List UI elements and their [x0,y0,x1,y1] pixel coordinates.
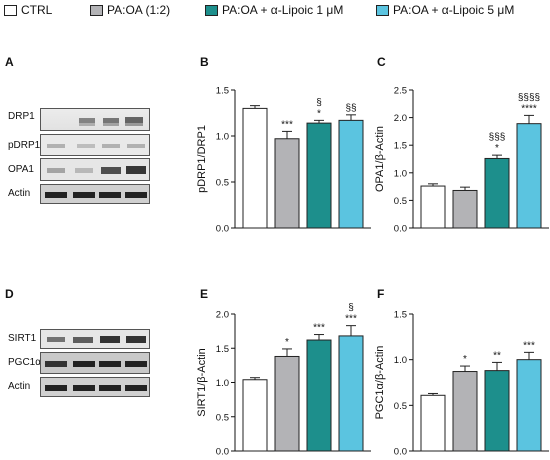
legend: CTRL PA:OA (1:2) PA:OA + α-Lipoic 1 μM P… [0,0,550,24]
bar-f-4 [516,359,542,452]
blot-image-pdrp1 [40,134,150,156]
blot-image-pgc1a [40,352,150,374]
panel-letter-b: B [200,55,209,69]
blot-image-actin-bottom [40,377,150,397]
bar-c-4 [516,123,542,229]
bar-c-3 [484,157,510,229]
significance-label-c-3: §§§ [489,132,506,143]
significance-label-e-3: *** [313,323,325,334]
y-axis-label-b: pDRP1/DRP1 [196,125,208,193]
bar-c-1 [420,185,446,229]
legend-swatch-lipoic-1 [205,4,218,16]
legend-label-lipoic-5: PA:OA + α-Lipoic 5 μM [393,3,515,17]
blot-image-actin-top [40,184,150,204]
blot-image-opa1 [40,158,150,181]
y-tick-label-c: 1.0 [394,168,407,179]
y-axis-label-c: OPA1/β-Actin [374,126,386,192]
blot-label-drp1: DRP1 [8,111,35,122]
blot-label-pdrp1: pDRP1 [8,140,41,151]
significance-label-f-2: * [463,354,467,365]
bar-e-3 [306,339,332,452]
blot-image-drp1 [40,108,150,131]
panel-letter-d: D [5,287,14,301]
blot-bands-opa1 [47,166,146,174]
y-tick-label-b: 1.0 [216,132,229,143]
significance-label-e-4: *** [345,314,357,325]
legend-item-ctrl: CTRL [4,3,52,17]
y-tick-label-b: 1.5 [216,86,229,97]
significance-label-e-4: § [348,303,354,314]
bar-b-3 [306,122,332,229]
significance-label-c-4: **** [521,103,537,114]
legend-item-paoa: PA:OA (1:2) [90,3,170,17]
legend-swatch-ctrl [4,4,17,16]
bar-f-3 [484,370,510,452]
legend-label-paoa: PA:OA (1:2) [107,3,171,17]
bar-c-2 [452,189,478,229]
bar-e-1 [242,379,268,452]
y-tick-label-f: 1.5 [394,310,407,321]
significance-label-f-4: *** [523,340,535,351]
blot-bands-drp1 [79,117,143,126]
bar-b-1 [242,107,268,229]
y-tick-label-e: 1.5 [216,344,229,355]
y-tick-label-c: 2.5 [394,86,407,97]
legend-label-ctrl: CTRL [21,3,53,17]
y-tick-label-f: 0.0 [394,447,407,458]
significance-label-b-3: § [316,97,322,108]
y-tick-label-c: 0.5 [394,196,407,207]
legend-swatch-paoa [90,4,103,16]
bar-e-2 [274,355,300,452]
significance-label-b-2: *** [281,119,293,130]
panel-letter-a: A [5,55,14,69]
y-axis-label-f: PGC1α/β-Actin [374,346,386,420]
significance-label-c-4: §§§§ [518,92,540,103]
blot-label-actin-top: Actin [8,188,31,199]
significance-label-e-2: * [285,337,289,348]
y-tick-label-c: 0.0 [394,224,407,235]
blot-label-opa1: OPA1 [8,164,34,175]
blot-bands-actin-bottom [45,385,147,391]
bar-f-1 [420,394,446,452]
y-tick-label-b: 0.5 [216,178,229,189]
blot-bands-sirt1 [47,336,146,343]
y-axis-label-e: SIRT1/β-Actin [196,348,208,416]
y-tick-label-f: 0.5 [394,401,407,412]
bar-e-4 [338,335,364,452]
blot-label-actin-bottom: Actin [8,381,31,392]
y-tick-label-b: 0.0 [216,224,229,235]
significance-label-b-4: §§ [345,103,356,114]
blot-image-sirt1 [40,329,150,349]
blot-label-pgc1a: PGC1α [8,357,42,368]
panel-letter-f: F [377,287,385,301]
bar-f-2 [452,371,478,452]
significance-label-f-3: ** [493,350,501,361]
blot-bands-pdrp1 [47,144,145,148]
legend-item-lipoic-5: PA:OA + α-Lipoic 5 μM [376,3,514,17]
legend-item-lipoic-1: PA:OA + α-Lipoic 1 μM [205,3,343,17]
y-tick-label-e: 1.0 [216,378,229,389]
y-tick-label-e: 0.0 [216,447,229,458]
chart-opa1-actin: 0.0 0.5 1.0 1.5 2.0 2.5 OPA1/β-Actin *§§§ ****§§… [374,86,549,235]
y-tick-label-e: 0.5 [216,412,229,423]
blot-bands-pgc1a [45,361,147,367]
y-tick-label-c: 2.0 [394,113,407,124]
y-tick-label-e: 2.0 [216,310,229,321]
legend-swatch-lipoic-5 [376,4,389,16]
panel-letter-c: C [377,55,386,69]
y-tick-label-c: 1.5 [394,141,407,152]
blot-bands-actin-top [45,192,147,198]
legend-label-lipoic-1: PA:OA + α-Lipoic 1 μM [222,3,344,17]
panel-letter-e: E [200,287,209,301]
blot-label-sirt1: SIRT1 [8,333,37,344]
bar-b-4 [338,119,364,229]
significance-label-c-3: * [495,143,499,154]
bar-b-2 [274,138,300,229]
y-tick-label-f: 1.0 [394,355,407,366]
significance-label-b-3: * [317,108,321,119]
